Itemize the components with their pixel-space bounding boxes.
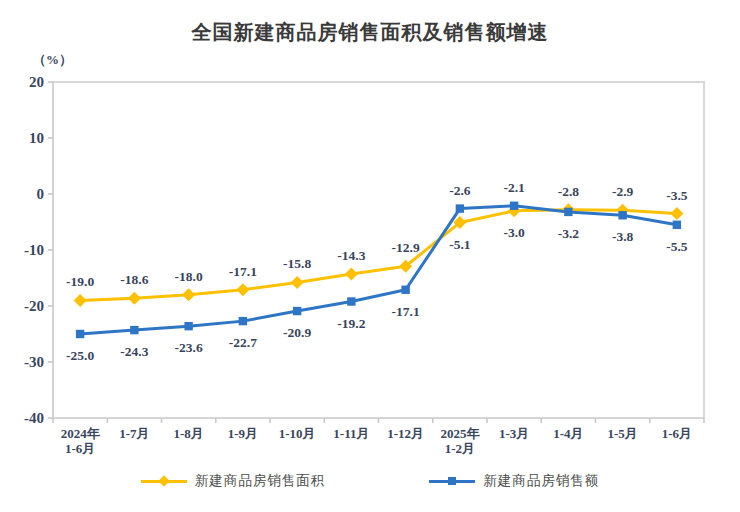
value-label: -17.1 xyxy=(392,304,420,319)
x-axis-label: 1-6月 xyxy=(662,426,692,441)
data-point-square xyxy=(401,286,409,294)
legend-label: 新建商品房销售额 xyxy=(483,472,599,490)
value-label: -18.6 xyxy=(120,272,148,287)
data-point-square xyxy=(76,330,84,338)
value-label: -20.9 xyxy=(283,325,311,340)
x-axis-label: 1-4月 xyxy=(553,426,583,441)
legend-item-sales-amount: 新建商品房销售额 xyxy=(429,472,599,490)
chart-legend: 新建商品房销售面积 新建商品房销售额 xyxy=(0,472,740,490)
y-axis-tick-label: 0 xyxy=(37,186,45,202)
value-label: -17.1 xyxy=(229,264,257,279)
y-axis-tick-label: -40 xyxy=(24,410,44,426)
x-axis-label: 1-3月 xyxy=(499,426,529,441)
value-label: -23.6 xyxy=(175,340,203,355)
plot-border xyxy=(53,82,704,418)
y-axis-tick-label: -20 xyxy=(24,298,44,314)
x-axis-label: 1-7月 xyxy=(119,426,149,441)
data-point-square xyxy=(510,202,518,210)
x-axis-label: 1-5月 xyxy=(607,426,637,441)
data-point-diamond xyxy=(236,283,249,296)
x-axis-label: 1-12月 xyxy=(387,426,424,441)
legend-item-sales-area: 新建商品房销售面积 xyxy=(141,472,326,490)
value-label: -3.2 xyxy=(558,226,580,241)
series-line-0 xyxy=(80,210,677,301)
x-axis-label: 1-8月 xyxy=(173,426,203,441)
value-label: -22.7 xyxy=(229,335,257,350)
value-label: -19.2 xyxy=(337,316,365,331)
value-label: -18.0 xyxy=(175,269,203,284)
value-label: -5.5 xyxy=(666,239,688,254)
legend-line-diamond-icon xyxy=(141,476,187,487)
legend-label: 新建商品房销售面积 xyxy=(195,472,326,490)
data-point-square xyxy=(618,211,626,219)
value-label: -19.0 xyxy=(66,274,94,289)
line-chart: 20 10 0 -10 -20 -30 -40 2024年1-6月 1-7月 1-8月 1-9月 1-… xyxy=(0,0,740,512)
data-point-square xyxy=(564,208,572,216)
data-point-square xyxy=(673,221,681,229)
x-axis-label: 1-11月 xyxy=(333,426,369,441)
x-axis-label: 1-9月 xyxy=(228,426,258,441)
data-point-square xyxy=(456,204,464,212)
chart-container: 全国新建商品房销售面积及销售额增速 （%） 20100-10-20-30-402… xyxy=(0,0,740,512)
x-axis-label: 1-10月 xyxy=(279,426,316,441)
x-axis-label: 2024年1-6月 xyxy=(61,426,101,456)
value-label: -2.8 xyxy=(558,184,580,199)
value-label: -2.6 xyxy=(449,183,471,198)
data-point-square xyxy=(130,326,138,334)
data-point-square xyxy=(347,297,355,305)
data-point-diamond xyxy=(291,276,304,289)
data-point-diamond xyxy=(128,292,141,305)
y-axis-tick-label: 10 xyxy=(29,130,44,146)
x-axis-label: 2025年1-2月 xyxy=(440,426,480,456)
data-point-square xyxy=(239,317,247,325)
data-point-diamond xyxy=(74,294,87,307)
axis-lines xyxy=(53,82,704,418)
value-label: -3.5 xyxy=(666,188,688,203)
value-label: -2.1 xyxy=(503,180,525,195)
value-label: -14.3 xyxy=(337,248,365,263)
value-label: -15.8 xyxy=(283,256,311,271)
data-point-square xyxy=(293,307,301,315)
value-label: -2.9 xyxy=(612,184,634,199)
value-label: -3.8 xyxy=(612,229,634,244)
data-point-square xyxy=(184,322,192,330)
y-axis-tick-label: 20 xyxy=(29,74,44,90)
data-point-diamond xyxy=(670,207,683,220)
y-axis-tick-label: -10 xyxy=(24,242,44,258)
value-label: -5.1 xyxy=(449,237,471,252)
value-label: -25.0 xyxy=(66,348,94,363)
value-label: -3.0 xyxy=(503,225,525,240)
data-point-diamond xyxy=(345,268,358,281)
legend-line-square-icon xyxy=(429,476,475,487)
y-axis-tick-label: -30 xyxy=(24,354,44,370)
value-label: -24.3 xyxy=(120,344,148,359)
value-label: -12.9 xyxy=(392,240,420,255)
data-point-diamond xyxy=(182,288,195,301)
